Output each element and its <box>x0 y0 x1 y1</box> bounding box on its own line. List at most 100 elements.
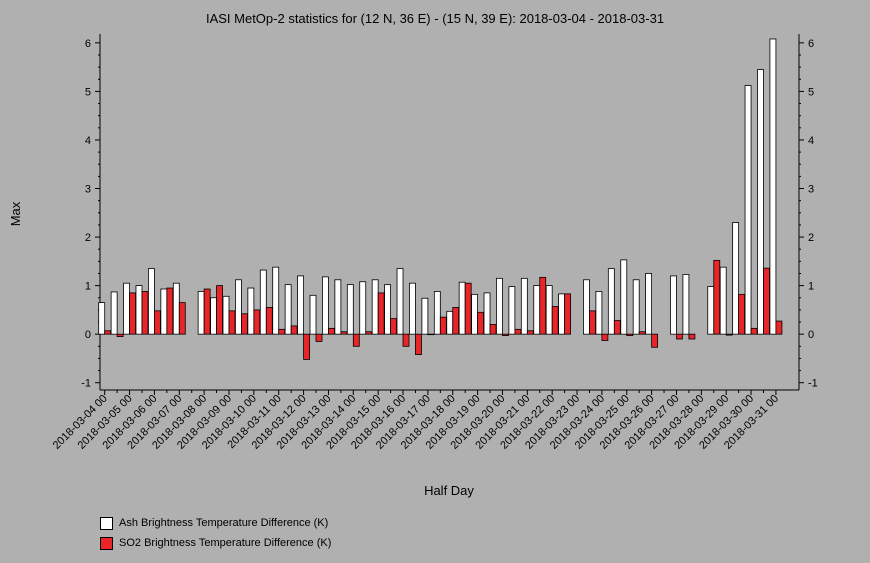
ash-bar <box>620 259 628 335</box>
so2-bar <box>713 259 721 335</box>
ash-bar <box>533 285 541 335</box>
so2-bar <box>415 333 422 355</box>
ash-bar <box>520 277 528 335</box>
ash-bar <box>322 276 329 335</box>
so2-bar <box>228 310 236 335</box>
chart-title: IASI MetOp-2 statistics for (12 N, 36 E)… <box>206 11 664 26</box>
y-tick-label-left: 4 <box>85 135 91 147</box>
ash-bar <box>284 284 292 335</box>
y-tick-label-right: -1 <box>808 378 818 390</box>
ash-bar <box>471 293 479 335</box>
so2-bar <box>278 328 286 335</box>
ash-bar <box>123 282 130 335</box>
so2-bar <box>676 333 683 340</box>
y-tick-label-left: 6 <box>85 38 91 50</box>
ash-bar <box>508 286 516 335</box>
so2-bar <box>626 333 634 337</box>
y-tick-label-right: 5 <box>808 86 814 98</box>
so2-bar <box>775 320 783 335</box>
so2-bar <box>340 331 348 335</box>
so2-bar <box>253 309 261 335</box>
so2-bar <box>352 333 360 347</box>
ash-bar <box>409 282 416 335</box>
ash-bar <box>172 282 180 335</box>
ash-bar <box>371 279 379 335</box>
ash-bar <box>247 287 255 335</box>
so2-bar <box>589 310 596 335</box>
so2-bar <box>551 306 559 335</box>
ash-bar <box>160 288 168 335</box>
so2-bar <box>464 282 472 335</box>
ash-bar <box>583 279 590 335</box>
so2-bar <box>265 307 273 335</box>
so2-bar <box>539 276 547 335</box>
so2-bar <box>601 333 609 341</box>
ash-bar <box>222 295 230 335</box>
ash-bar <box>719 266 727 335</box>
y-tick-label-right: 3 <box>808 184 814 196</box>
ash-bar <box>98 302 106 335</box>
y-tick-label-right: 4 <box>808 135 814 147</box>
ash-bar <box>732 222 740 335</box>
so2-bar <box>439 316 447 335</box>
ash-bar <box>297 275 304 335</box>
so2-bar <box>638 331 646 335</box>
legend-item-so2: SO2 Brightness Temperature Difference (K… <box>100 533 331 553</box>
ash-bar <box>645 273 653 335</box>
so2-bar <box>489 324 497 335</box>
ash-bar <box>707 286 715 335</box>
ash-bar <box>446 310 454 335</box>
ash-bar <box>210 297 217 335</box>
ash-bar <box>458 281 466 335</box>
ash-bar <box>259 269 267 335</box>
so2-bar <box>241 313 248 335</box>
y-tick-label-right: 6 <box>808 38 814 50</box>
ash-bar <box>682 274 690 335</box>
ash-bar <box>135 285 143 335</box>
so2-bar <box>402 333 410 347</box>
ash-bar <box>148 268 155 335</box>
ash-bar <box>607 268 615 335</box>
ash-bar <box>595 291 603 335</box>
so2-bar <box>166 287 174 335</box>
so2-bar <box>328 327 335 335</box>
ash-bar <box>483 292 491 335</box>
so2-bar <box>651 333 659 348</box>
y-tick-label-right: 2 <box>808 232 814 244</box>
legend-label-ash: Ash Brightness Temperature Difference (K… <box>119 517 329 529</box>
x-axis-label: Half Day <box>424 483 474 498</box>
so2-bar <box>477 311 485 335</box>
y-axis-label: Max <box>8 201 23 226</box>
legend: Ash Brightness Temperature Difference (K… <box>100 513 331 553</box>
ash-bar <box>235 279 242 335</box>
legend-label-so2: SO2 Brightness Temperature Difference (K… <box>119 537 332 549</box>
so2-bar <box>216 285 223 335</box>
ash-bar <box>396 268 404 335</box>
ash-bar <box>272 266 280 335</box>
ash-bar <box>757 69 764 335</box>
so2-bar <box>303 333 310 360</box>
so2-bar <box>564 293 572 335</box>
ash-bar <box>769 38 777 335</box>
ash-bar <box>384 284 391 335</box>
legend-item-ash: Ash Brightness Temperature Difference (K… <box>100 513 331 533</box>
legend-swatch-ash <box>100 516 113 530</box>
ash-bar <box>346 284 354 335</box>
y-tick-label-left: 3 <box>85 184 91 196</box>
so2-bar <box>377 292 385 335</box>
ash-bar <box>744 85 752 335</box>
so2-bar <box>390 318 397 335</box>
so2-bar <box>104 330 112 335</box>
y-tick-label-left: 0 <box>85 329 91 341</box>
ash-bar <box>334 279 342 335</box>
ash-bar <box>632 279 640 335</box>
so2-bar <box>613 320 621 335</box>
y-tick-label-left: -1 <box>81 378 91 390</box>
ash-bar <box>421 297 429 335</box>
so2-bar <box>738 293 746 335</box>
so2-bar <box>688 333 696 340</box>
ash-bar <box>545 285 553 335</box>
ash-bar <box>496 277 503 335</box>
y-tick-label-left: 2 <box>85 232 91 244</box>
so2-bar <box>203 288 211 335</box>
